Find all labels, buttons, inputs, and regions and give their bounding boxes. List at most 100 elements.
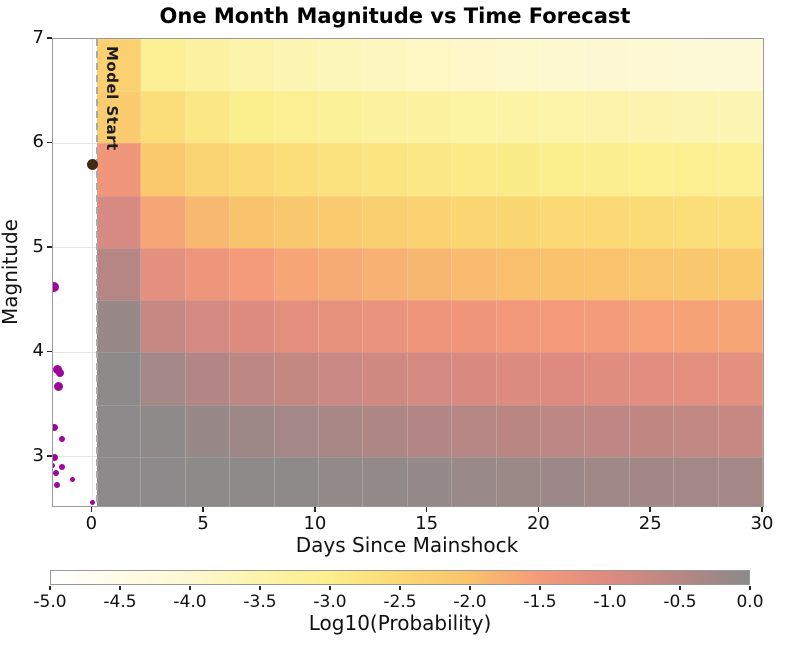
heatmap-cell [629, 247, 675, 301]
colorbar-tick-label: -0.5 [663, 592, 697, 612]
colorbar-tick-mark [259, 586, 261, 590]
x-tick-mark [537, 507, 540, 512]
heatmap-cell [541, 404, 586, 457]
x-gridline [91, 39, 93, 506]
mainshock-point [86, 158, 98, 170]
heatmap-cell [452, 247, 497, 301]
heatmap-cell [96, 195, 142, 248]
heatmap-cell [674, 404, 719, 457]
x-tick-label: 30 [750, 513, 774, 534]
heatmap-cell [141, 404, 186, 457]
heatmap-cell [452, 456, 497, 506]
y-tick-mark [47, 37, 52, 39]
heatmap-cell [452, 91, 497, 144]
heatmap-cell [407, 404, 453, 457]
heatmap-cell [363, 39, 408, 92]
heatmap-cell [230, 247, 275, 301]
heatmap-cell [96, 352, 142, 405]
y-tick-mark [47, 350, 52, 353]
heatmap-cell [185, 352, 231, 405]
colorbar-label: Log10(Probability) [308, 611, 492, 635]
heatmap-cell [585, 195, 630, 248]
heatmap-cell [363, 404, 408, 457]
colorbar-tick-mark [399, 586, 401, 590]
heatmap-cell [185, 404, 231, 457]
y-tick-label: 7 [32, 27, 44, 48]
heatmap-cell [718, 143, 763, 196]
aftershock-catalog-point [53, 424, 58, 432]
heatmap-cell [718, 352, 763, 405]
y-tick-mark [47, 246, 52, 248]
colorbar-tick-label: -4.0 [173, 592, 207, 612]
heatmap-cell [274, 91, 320, 144]
colorbar-tick-label: -5.0 [33, 592, 67, 612]
heatmap-cell [629, 404, 675, 457]
heatmap-cell [496, 404, 541, 457]
x-tick-mark [425, 507, 428, 512]
heatmap-cell [141, 91, 186, 144]
heatmap-cell [407, 143, 453, 196]
model-start-line [95, 39, 98, 506]
heatmap-cell [363, 91, 408, 144]
x-axis-label: Days Since Mainshock [295, 533, 519, 557]
heatmap-cell [629, 39, 675, 92]
heatmap-cell [541, 456, 586, 506]
heatmap-cell [718, 91, 763, 144]
colorbar-tick-mark [469, 586, 471, 590]
heatmap-cell [96, 39, 142, 92]
colorbar-tick-label: -3.5 [243, 592, 277, 612]
heatmap-cell [363, 143, 408, 196]
heatmap-cell [718, 404, 763, 457]
colorbar-tick-mark [119, 586, 121, 590]
colorbar-tick-label: -1.0 [593, 592, 627, 612]
heatmap-cell [96, 300, 142, 353]
heatmap-cell [274, 352, 320, 405]
aftershock-catalog-point [58, 464, 65, 471]
heatmap-cell [585, 352, 630, 405]
heatmap-cell [541, 143, 586, 196]
heatmap-cell [674, 39, 719, 92]
colorbar-tick-label: -2.5 [383, 592, 417, 612]
heatmap-cell [585, 143, 630, 196]
heatmap-cell [674, 247, 719, 301]
heatmap-cell [585, 404, 630, 457]
x-tick-mark [761, 507, 763, 512]
heatmap-cell [674, 91, 719, 144]
heatmap-cell [496, 300, 541, 353]
heatmap-cell [452, 195, 497, 248]
heatmap-cell [674, 300, 719, 353]
x-tick-label: 10 [303, 513, 327, 534]
heatmap-cell [407, 300, 453, 353]
heatmap-cell [452, 404, 497, 457]
heatmap-cell [96, 404, 142, 457]
heatmap-cell [629, 456, 675, 506]
heatmap-cell [407, 39, 453, 92]
heatmap-cell [541, 39, 586, 92]
aftershock-catalog-point [53, 469, 60, 476]
heatmap-cell [96, 91, 142, 144]
heatmap-cell [629, 352, 675, 405]
heatmap-cell [185, 456, 231, 506]
heatmap-cell [452, 352, 497, 405]
aftershock-catalog-point [53, 364, 62, 374]
heatmap-cell [496, 352, 541, 405]
heatmap-cell [274, 39, 320, 92]
colorbar-tick-label: -1.5 [523, 592, 557, 612]
heatmap-cell [585, 456, 630, 506]
x-tick-label: 20 [526, 513, 550, 534]
x-tick-mark [202, 507, 204, 512]
colorbar-tick-mark [749, 586, 751, 590]
heatmap-cell [718, 247, 763, 301]
x-tick-mark [649, 507, 651, 512]
heatmap-cell [185, 300, 231, 353]
aftershock-catalog-point [90, 500, 96, 506]
chart-title: One Month Magnitude vs Time Forecast [159, 4, 631, 28]
heatmap-cell [319, 143, 364, 196]
heatmap-cell [541, 91, 586, 144]
heatmap-cell [96, 247, 142, 301]
heatmap-cell [629, 91, 675, 144]
heatmap-cell [141, 456, 186, 506]
heatmap-cell [496, 143, 541, 196]
heatmap-cell [629, 143, 675, 196]
aftershock-catalog-point [53, 281, 60, 292]
